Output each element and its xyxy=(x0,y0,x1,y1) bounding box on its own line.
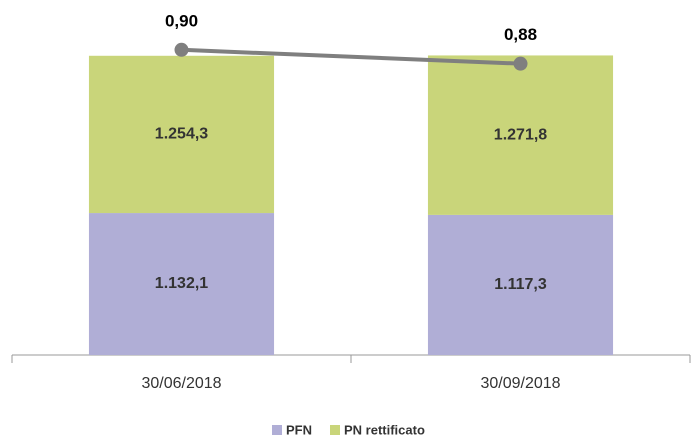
data-label: 1.132,1 xyxy=(155,275,208,292)
x-tick-label: 30/06/2018 xyxy=(141,375,221,392)
legend-swatch xyxy=(272,425,282,435)
legend-label: PN rettificato xyxy=(344,422,425,437)
bar-segment xyxy=(427,214,614,355)
legend-label: PFN xyxy=(286,422,312,437)
bar-segment xyxy=(88,55,275,214)
data-label: 0,88 xyxy=(504,25,537,44)
bar-segment xyxy=(88,213,275,355)
data-label: 1.254,3 xyxy=(155,126,208,143)
x-tick-label: 30/09/2018 xyxy=(480,375,560,392)
legend-swatch xyxy=(330,425,340,435)
line-point xyxy=(513,56,528,71)
line xyxy=(181,47,521,66)
bar-segment xyxy=(427,55,614,215)
data-label: 0,90 xyxy=(165,11,198,30)
line-point xyxy=(174,42,189,57)
data-label: 1.271,8 xyxy=(494,126,547,143)
data-label: 1.117,3 xyxy=(494,276,547,293)
